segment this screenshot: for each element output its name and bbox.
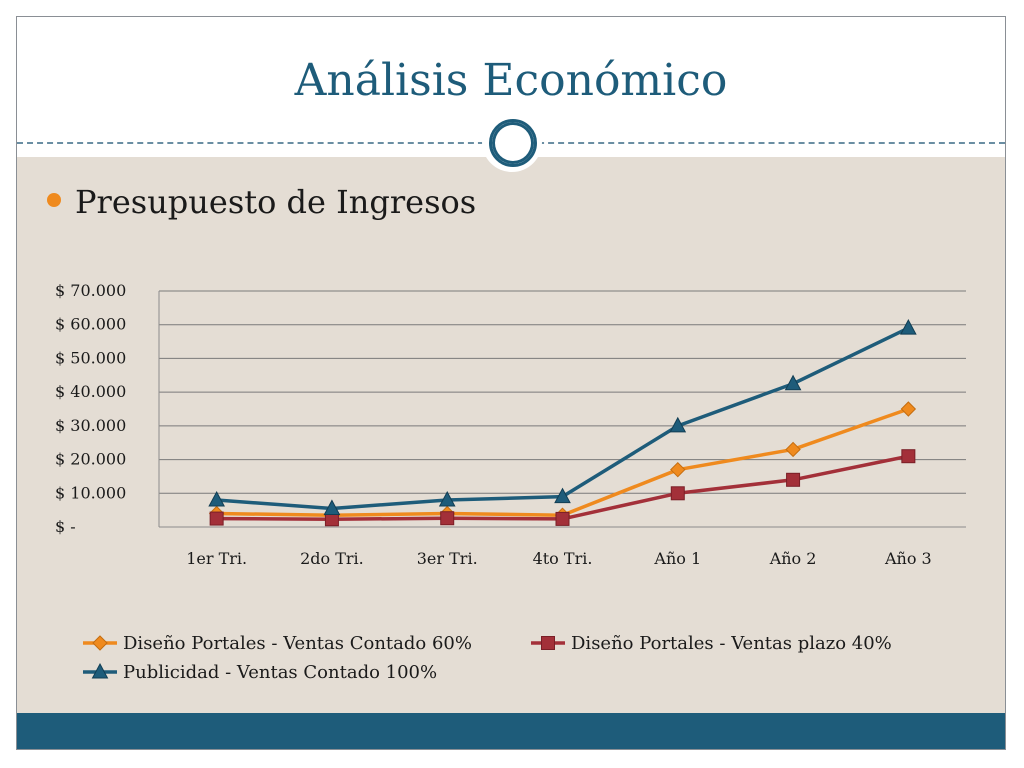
x-tick-label: 1er Tri.	[186, 549, 247, 568]
legend-marker	[541, 636, 555, 650]
legend-marker	[92, 635, 108, 651]
data-point-series-3	[900, 319, 917, 335]
y-tick-label: $ 70.000	[55, 281, 126, 300]
y-tick-label: $ 30.000	[55, 416, 126, 435]
legend-label: Diseño Portales - Ventas plazo 40%	[571, 633, 892, 654]
y-tick-label: $ 50.000	[55, 348, 126, 367]
y-tick-label: $ -	[55, 517, 76, 536]
data-point-series-2	[555, 511, 570, 526]
data-point-series-1	[785, 441, 801, 458]
bullet-item: Presupuesto de Ingresos	[47, 183, 476, 221]
data-point-series-1	[670, 461, 686, 478]
x-tick-label: 4to Tri.	[533, 549, 593, 568]
y-tick-label: $ 60.000	[55, 315, 126, 334]
ornament-ring-inner	[489, 119, 537, 167]
legend-label: Diseño Portales - Ventas Contado 60%	[123, 633, 472, 654]
y-tick-label: $ 10.000	[55, 483, 126, 502]
data-point-series-2	[786, 472, 801, 487]
data-point-series-2	[209, 511, 224, 526]
bullet-dot-icon	[47, 193, 61, 207]
slide-title: Análisis Económico	[294, 55, 728, 106]
data-point-series-3	[208, 490, 225, 507]
series-line-3	[216, 326, 910, 511]
y-tick-label: $ 40.000	[55, 382, 126, 401]
bullet-text: Presupuesto de Ingresos	[75, 183, 477, 221]
legend-label: Publicidad - Ventas Contado 100%	[123, 662, 437, 683]
ornament-ring-icon	[482, 112, 542, 172]
data-point-series-1	[900, 401, 917, 417]
data-point-series-2	[670, 486, 685, 501]
legend-marker	[91, 662, 109, 679]
y-tick-label: $ 20.000	[55, 450, 126, 469]
footer-band	[17, 713, 1005, 749]
x-tick-label: 2do Tri.	[300, 549, 364, 568]
data-point-series-3	[669, 416, 687, 433]
data-point-series-2	[901, 449, 916, 464]
data-point-series-3	[438, 490, 456, 507]
x-tick-label: 3er Tri.	[417, 549, 478, 568]
data-point-series-3	[784, 374, 802, 391]
x-tick-label: Año 1	[653, 549, 701, 568]
x-tick-label: Año 3	[884, 549, 932, 568]
data-point-series-3	[554, 487, 571, 504]
data-point-series-3	[323, 499, 341, 515]
x-tick-label: Año 2	[769, 549, 817, 568]
slide: Análisis Económico Presupuesto de Ingres…	[16, 16, 1006, 750]
data-point-series-2	[440, 511, 455, 526]
line-chart: $ - $ 10.000 $ 20.000 $ 30.000 $ 40.000 $ 50.…	[55, 281, 966, 683]
